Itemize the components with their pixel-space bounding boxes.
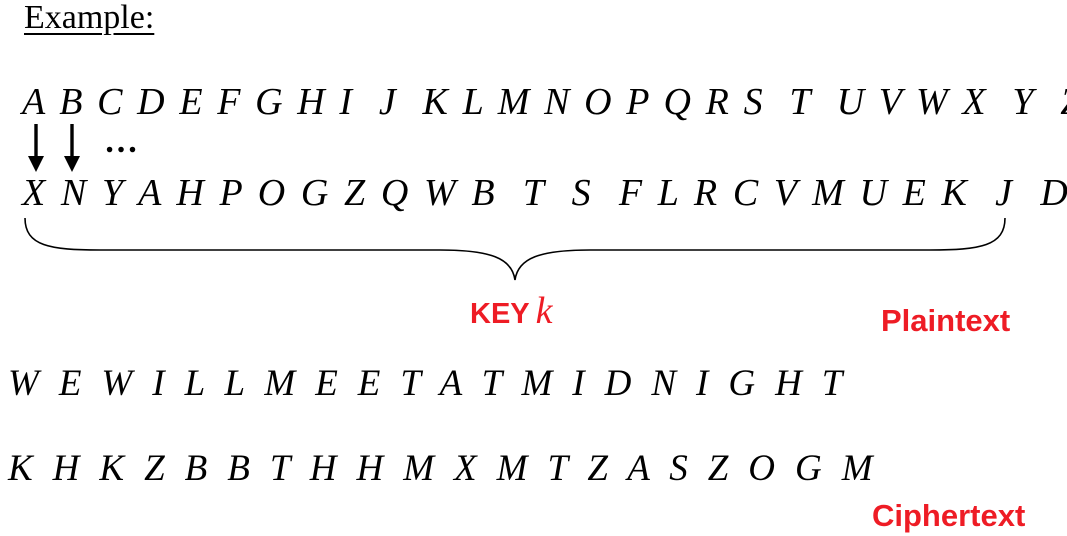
ciphertext-row: K H K Z B B T H H M X M T Z A S Z O G M: [8, 448, 874, 489]
plain-alphabet-row: A B C D E F G H I J K L M N O P Q R S T …: [22, 81, 1067, 123]
plaintext-label: Plaintext: [881, 303, 1011, 338]
ellipsis: …: [104, 123, 138, 160]
key-text: KEY: [470, 298, 530, 330]
ciphertext-label: Ciphertext: [872, 498, 1026, 533]
key-variable: k: [535, 290, 553, 332]
example-heading: Example:: [24, 0, 155, 36]
cipher-alphabet-row: X N Y A H P O G Z Q W B T S F L R C V M …: [22, 172, 1067, 214]
key-label: KEY k: [470, 291, 553, 334]
curly-brace-icon: [24, 217, 1006, 281]
down-arrow-icon: [28, 124, 44, 172]
plaintext-row: W E W I L L M E E T A T M I D N I G H T: [8, 363, 843, 404]
down-arrow-icon: [64, 124, 80, 172]
